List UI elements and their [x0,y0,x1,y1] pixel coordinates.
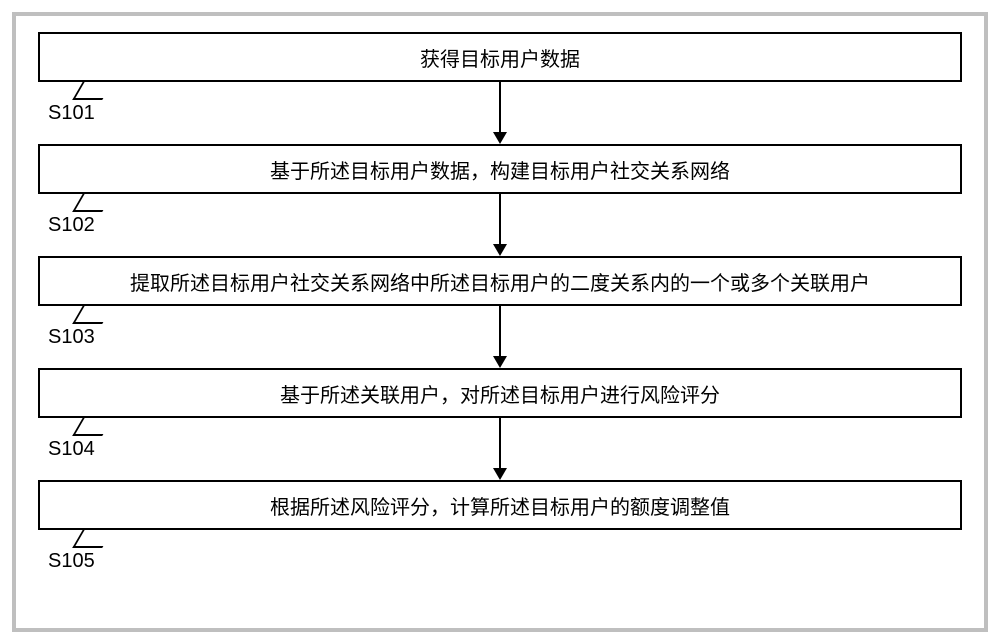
step-text: 基于所述目标用户数据，构建目标用户社交关系网络 [270,155,730,184]
step-box: 基于所述目标用户数据，构建目标用户社交关系网络 [38,144,962,194]
flow-step: 提取所述目标用户社交关系网络中所述目标用户的二度关系内的一个或多个关联用户S10… [38,256,962,306]
diagram-frame: 获得目标用户数据S101 基于所述目标用户数据，构建目标用户社交关系网络S102 提… [12,12,988,632]
flowchart: 获得目标用户数据S101 基于所述目标用户数据，构建目标用户社交关系网络S102 提… [38,32,962,576]
step-text: 基于所述关联用户，对所述目标用户进行风险评分 [280,379,720,408]
flow-step: 获得目标用户数据S101 [38,32,962,82]
step-text: 根据所述风险评分，计算所述目标用户的额度调整值 [270,491,730,520]
arrow-connector [38,418,962,480]
step-text: 提取所述目标用户社交关系网络中所述目标用户的二度关系内的一个或多个关联用户 [130,267,870,296]
step-box: 提取所述目标用户社交关系网络中所述目标用户的二度关系内的一个或多个关联用户 [38,256,962,306]
step-box: 根据所述风险评分，计算所述目标用户的额度调整值 [38,480,962,530]
step-box: 基于所述关联用户，对所述目标用户进行风险评分 [38,368,962,418]
arrow-down-icon [488,306,512,368]
label-connector [72,528,114,548]
arrow-down-icon [488,418,512,480]
flow-step: 基于所述目标用户数据，构建目标用户社交关系网络S102 [38,144,962,194]
arrow-connector [38,194,962,256]
flow-step: 基于所述关联用户，对所述目标用户进行风险评分S104 [38,368,962,418]
flow-step: 根据所述风险评分，计算所述目标用户的额度调整值S105 [38,480,962,530]
arrow-down-icon [488,82,512,144]
arrow-down-icon [488,194,512,256]
arrow-connector [38,306,962,368]
step-box: 获得目标用户数据 [38,32,962,82]
step-id-label: S105 [48,550,95,573]
arrow-connector [38,82,962,144]
step-text: 获得目标用户数据 [420,43,580,72]
